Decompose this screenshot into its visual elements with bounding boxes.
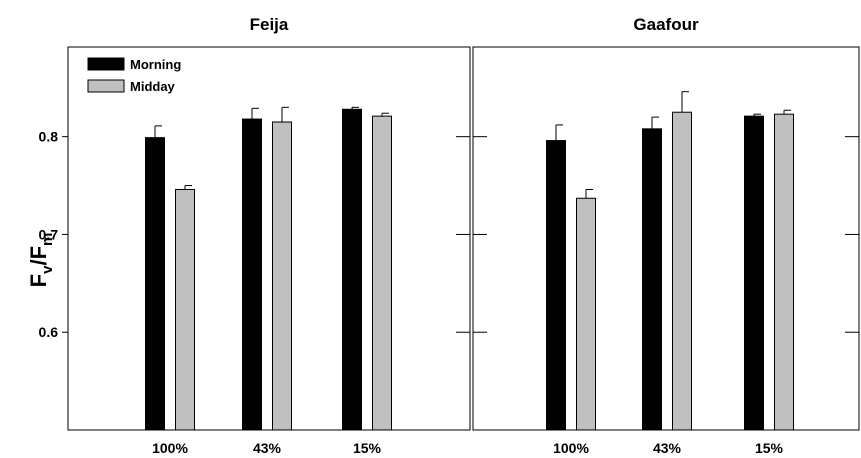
- category-label: 43%: [653, 440, 682, 456]
- category-label: 100%: [152, 440, 188, 456]
- legend-label-midday: Midday: [130, 79, 176, 94]
- bar-gaafour-midday-0: [576, 197, 596, 431]
- bar-gaafour-morning-1: [642, 128, 662, 431]
- bar-feija-morning-0: [145, 137, 165, 431]
- category-label: 15%: [353, 440, 382, 456]
- y-axis-label: Fv/Fm: [26, 233, 56, 288]
- bar-feija-midday-0: [175, 188, 195, 431]
- legend-label-morning: Morning: [130, 57, 181, 72]
- panel-frame-feija: [67, 46, 471, 431]
- bar-gaafour-morning-0: [546, 140, 566, 431]
- bar-feija-midday-1: [272, 121, 292, 431]
- panel-title-gaafour: Gaafour: [633, 15, 699, 34]
- bar-feija-morning-1: [242, 118, 262, 431]
- tick-marks: [62, 136, 859, 333]
- legend-swatch-morning: [87, 57, 125, 71]
- y-axis-label-main: F: [26, 274, 51, 287]
- category-label: 100%: [553, 440, 589, 456]
- panel-title-feija: Feija: [250, 15, 289, 34]
- y-axis-label-slash-f: /F: [26, 246, 51, 266]
- legend-swatch-midday: [87, 79, 125, 93]
- category-label: 15%: [755, 440, 784, 456]
- legend: Morning Midday: [87, 57, 181, 94]
- bar-gaafour-morning-2: [744, 115, 764, 431]
- y-tick-label: 0.7: [39, 226, 59, 242]
- bar-gaafour-midday-2: [774, 113, 794, 431]
- y-axis-label-sub-m: m: [39, 233, 56, 246]
- bar-feija-midday-2: [372, 115, 392, 431]
- y-axis-label-sub-v: v: [39, 265, 56, 274]
- y-tick-label: 0.8: [39, 129, 59, 145]
- panel-frame-gaafour: [472, 46, 860, 431]
- bars: [145, 91, 794, 431]
- category-label: 43%: [253, 440, 282, 456]
- bar-gaafour-midday-1: [672, 111, 692, 431]
- y-tick-label: 0.6: [39, 324, 59, 340]
- bar-feija-morning-2: [342, 108, 362, 431]
